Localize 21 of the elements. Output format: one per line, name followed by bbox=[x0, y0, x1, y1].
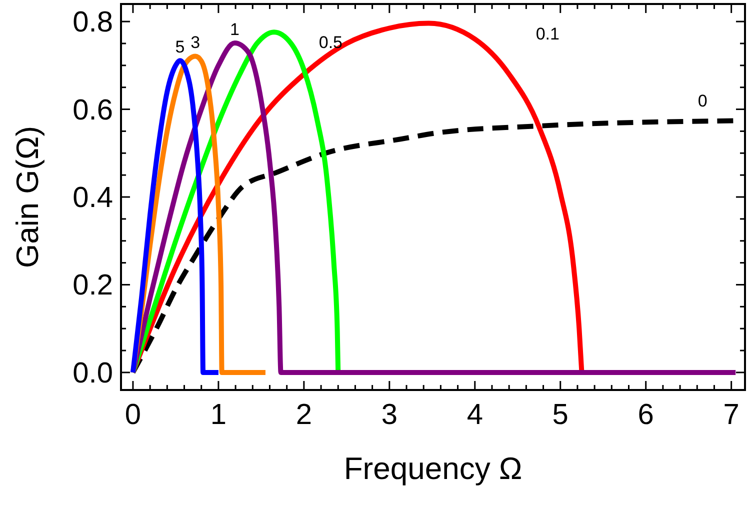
x-tick-label: 4 bbox=[466, 399, 483, 431]
y-axis-title: Gain G(Ω) bbox=[10, 126, 45, 268]
annotation: 3 bbox=[190, 33, 200, 52]
y-tick-label: 0.8 bbox=[72, 6, 113, 39]
x-tick-label: 1 bbox=[210, 399, 227, 431]
x-tick-label: 6 bbox=[638, 399, 654, 431]
x-tick-label: 0 bbox=[124, 399, 142, 431]
y-tick-label: 0.6 bbox=[72, 94, 113, 126]
x-axis-title: Frequency Ω bbox=[344, 451, 522, 486]
annotation: 1 bbox=[230, 20, 240, 40]
annotation: 0.1 bbox=[536, 24, 560, 44]
y-tick-label: 0.4 bbox=[72, 182, 113, 214]
annotation: 5 bbox=[175, 38, 185, 57]
x-tick-label: 3 bbox=[381, 399, 398, 431]
y-tick-label: 0.2 bbox=[72, 270, 113, 302]
x-tick-label: 7 bbox=[723, 399, 740, 431]
x-tick-label: 2 bbox=[296, 399, 312, 431]
annotation: 0.5 bbox=[318, 33, 343, 52]
annotation: 0 bbox=[698, 92, 708, 111]
y-tick-label: 0.0 bbox=[72, 357, 113, 390]
x-tick-label: 5 bbox=[552, 399, 568, 431]
